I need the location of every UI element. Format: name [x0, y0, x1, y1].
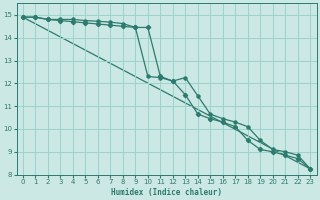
X-axis label: Humidex (Indice chaleur): Humidex (Indice chaleur)	[111, 188, 222, 197]
